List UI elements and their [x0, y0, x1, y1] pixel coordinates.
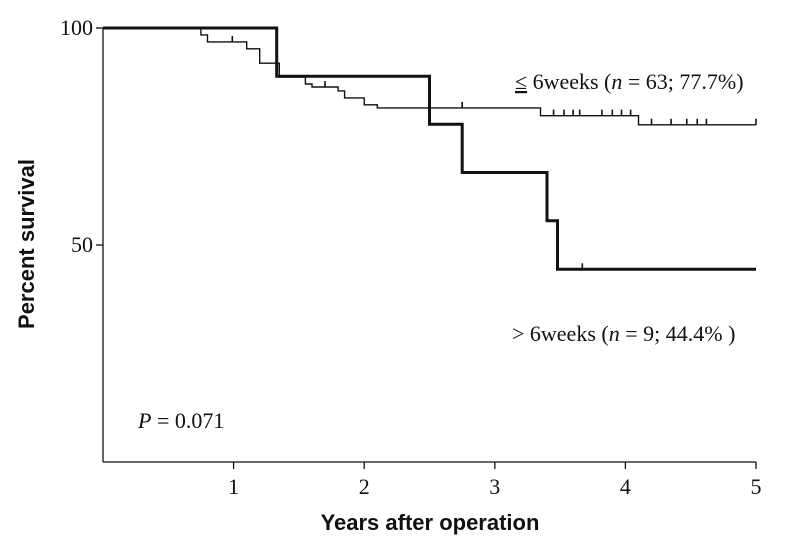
y-tick-label-100: 100 — [60, 15, 93, 40]
y-tick-label-50: 50 — [71, 232, 93, 257]
y-axis-title: Percent survival — [14, 159, 39, 329]
x-tick-label-1: 1 — [228, 474, 239, 499]
p-rest: = 0.071 — [151, 408, 224, 433]
lower-series-text: > 6weeks ( — [512, 321, 609, 346]
x-tick-label-3: 3 — [489, 474, 500, 499]
p-value-label: P = 0.071 — [137, 408, 224, 433]
series-le-6weeks-line — [103, 27, 756, 126]
upper-series-rest: = 63; 77.7%) — [622, 69, 743, 94]
lower-series-n: n — [609, 321, 620, 346]
axes — [96, 27, 757, 469]
upper-series-text: 6weeks ( — [527, 69, 611, 94]
x-tick-label-4: 4 — [620, 474, 631, 499]
lower-series-rest: = 9; 44.4% ) — [620, 321, 736, 346]
p-letter: P — [137, 408, 151, 433]
x-tick-label-5: 5 — [751, 474, 762, 499]
x-tick-labels: 1 2 3 4 5 — [228, 474, 761, 499]
series-gt-6weeks-line — [103, 26, 756, 271]
upper-series-prefix: ≤ — [515, 69, 527, 94]
upper-series-n: n — [611, 69, 622, 94]
x-tick-label-2: 2 — [359, 474, 370, 499]
y-tick-labels: 50 100 — [60, 15, 93, 257]
upper-series-label: ≤ 6weeks (n = 63; 77.7%) — [515, 69, 744, 94]
x-axis-title: Years after operation — [321, 510, 540, 535]
lower-series-label: > 6weeks (n = 9; 44.4% ) — [512, 321, 735, 346]
series-layer — [103, 26, 757, 271]
